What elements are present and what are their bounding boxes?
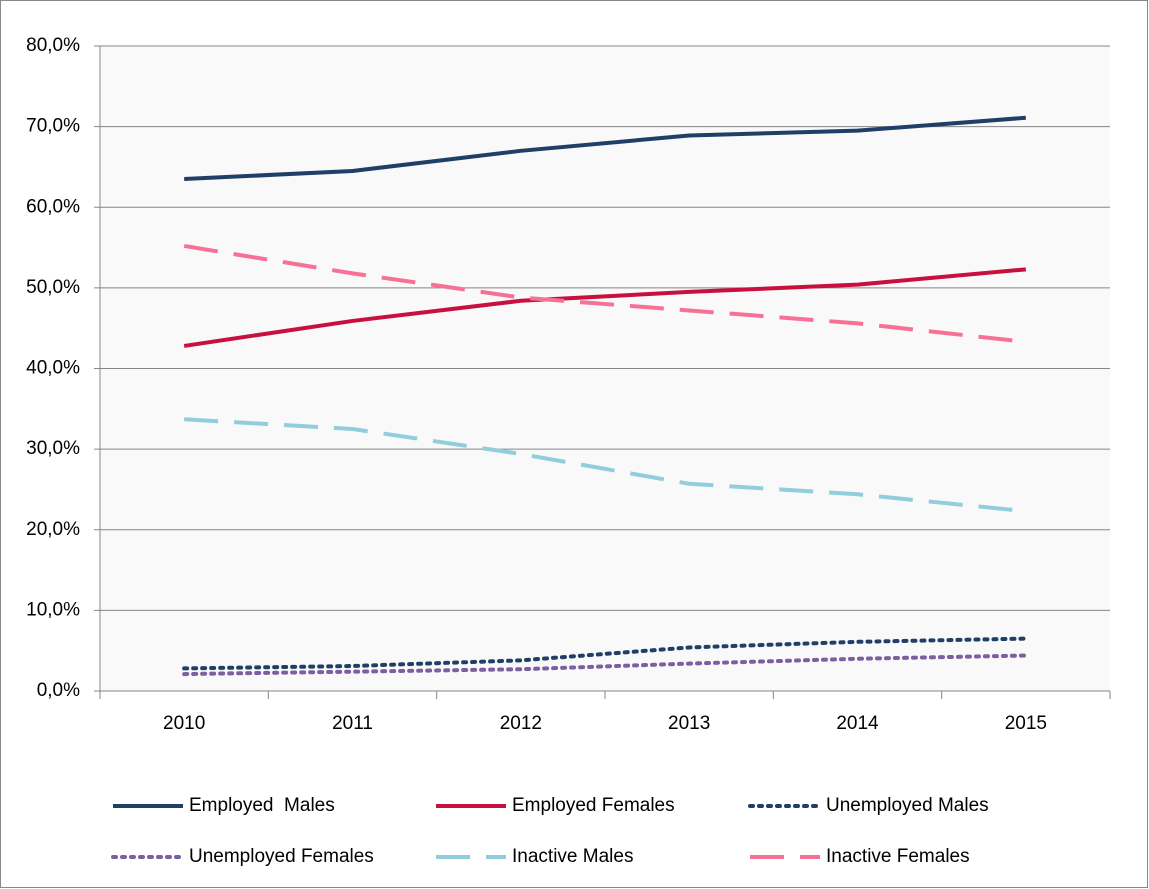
x-tick-label: 2010 bbox=[163, 713, 205, 734]
y-tick-label: 10,0% bbox=[26, 599, 80, 620]
x-tick-label: 2011 bbox=[332, 713, 373, 734]
series-line bbox=[182, 636, 1028, 671]
x-tick-label: 2015 bbox=[1005, 713, 1047, 734]
series-line bbox=[184, 417, 1027, 514]
legend-label: Unemployed Females bbox=[189, 846, 374, 867]
series-line bbox=[183, 267, 1027, 348]
y-tick-label: 50,0% bbox=[26, 277, 80, 298]
y-tick-label: 30,0% bbox=[26, 438, 80, 459]
legend-label: Inactive Females bbox=[826, 846, 970, 867]
series-line bbox=[183, 243, 1027, 344]
x-tick-label: 2012 bbox=[500, 713, 542, 734]
y-tick-label: 40,0% bbox=[26, 358, 80, 379]
y-tick-label: 60,0% bbox=[26, 196, 80, 217]
series-line bbox=[184, 115, 1026, 182]
legend-label: Unemployed Males bbox=[826, 795, 989, 816]
series-line bbox=[182, 653, 1028, 677]
y-tick-label: 70,0% bbox=[26, 116, 80, 137]
x-tick-label: 2013 bbox=[668, 713, 710, 734]
y-tick-label: 0,0% bbox=[37, 680, 80, 701]
y-tick-label: 20,0% bbox=[26, 519, 80, 540]
x-tick-label: 2014 bbox=[836, 713, 879, 734]
legend-label: Employed Males bbox=[189, 795, 335, 816]
legend-label: Employed Females bbox=[512, 795, 675, 816]
legend-label: Inactive Males bbox=[512, 846, 633, 867]
y-tick-label: 80,0% bbox=[26, 35, 80, 56]
